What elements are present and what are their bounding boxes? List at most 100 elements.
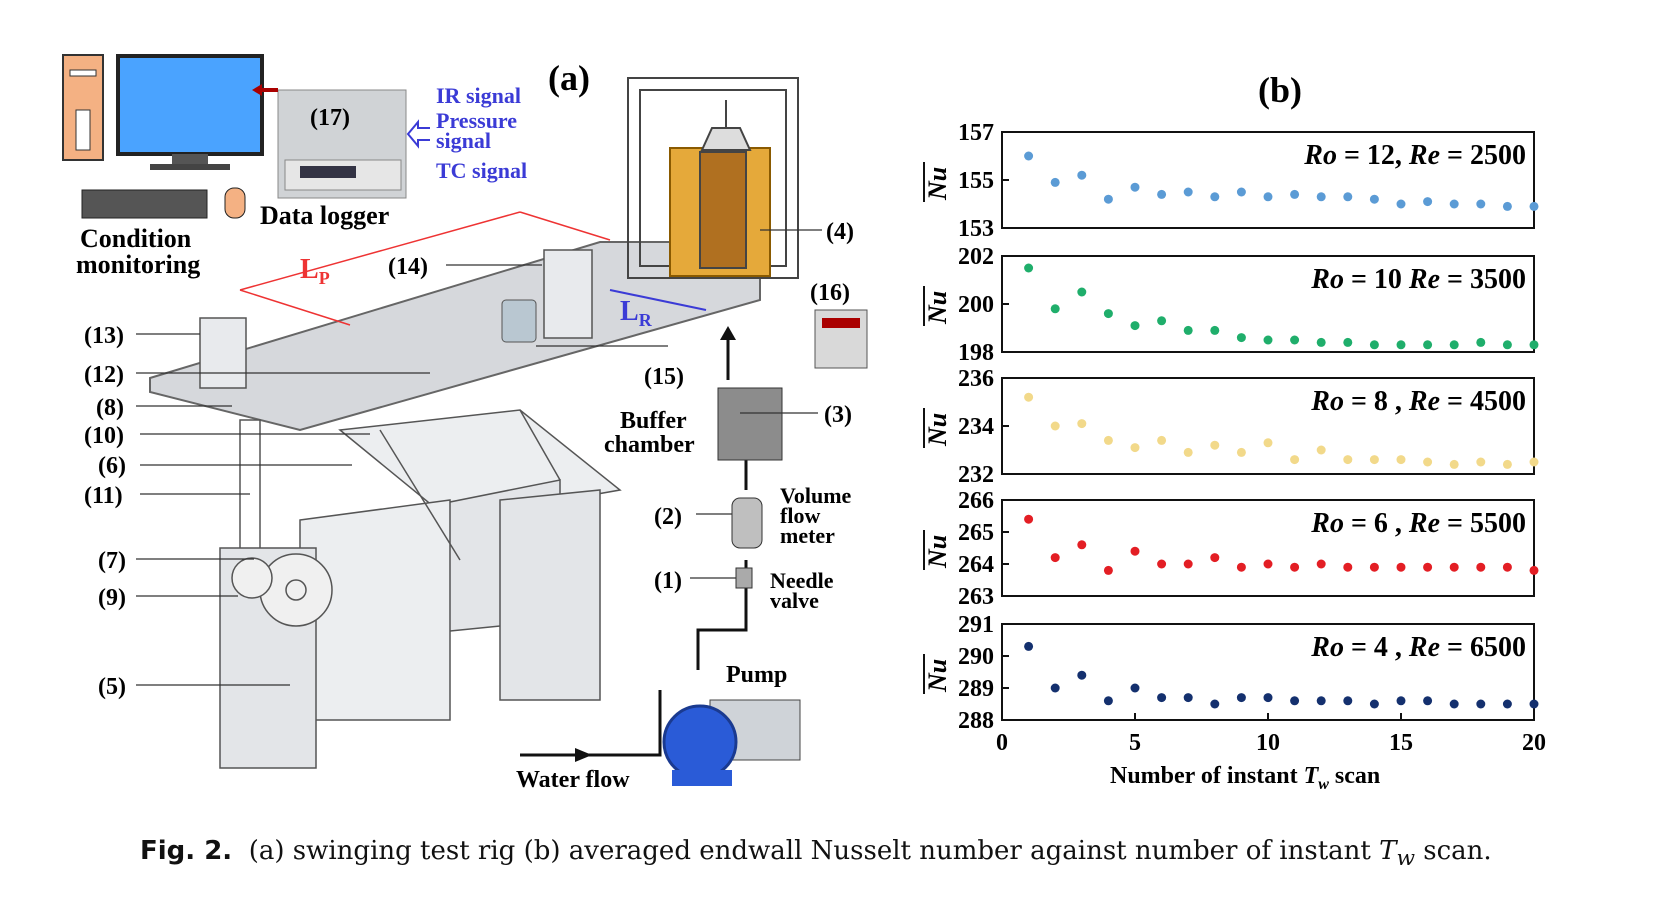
x-axis: 0 5 10 15 20 bbox=[996, 713, 1546, 756]
data-point bbox=[1157, 693, 1167, 703]
y-axis-title: Nu bbox=[923, 413, 952, 447]
data-point bbox=[1343, 455, 1353, 465]
callout-16: (16) bbox=[810, 280, 850, 306]
y-tick-label: 202 bbox=[958, 244, 994, 270]
caption-fig-label: Fig. 2. bbox=[140, 836, 233, 866]
figure-caption: Fig. 2. (a) swinging test rig (b) averag… bbox=[140, 836, 1640, 871]
volume-label: Volume bbox=[780, 483, 852, 508]
y-tick-label: 264 bbox=[958, 552, 994, 578]
data-point bbox=[1316, 696, 1326, 706]
lr-label: LR bbox=[620, 296, 653, 330]
data-point bbox=[1024, 514, 1034, 524]
data-point bbox=[1183, 559, 1193, 569]
data-point bbox=[1529, 457, 1539, 467]
x-tick-label: 20 bbox=[1522, 730, 1546, 756]
y-tick-label: 232 bbox=[958, 462, 994, 488]
data-point bbox=[1502, 562, 1512, 572]
flow-arrow-up bbox=[720, 326, 736, 340]
callout-2: (2) bbox=[654, 504, 682, 530]
needle-label: Needle bbox=[770, 568, 834, 593]
y-axis-title: Nu bbox=[923, 535, 952, 569]
data-point bbox=[1210, 192, 1220, 202]
data-point bbox=[1449, 699, 1459, 709]
data-point bbox=[1449, 199, 1459, 209]
lr-arrow bbox=[609, 289, 707, 311]
data-point bbox=[1423, 562, 1433, 572]
leader-lines bbox=[136, 229, 822, 686]
buffer-label: Buffer bbox=[620, 408, 687, 434]
data-point bbox=[1316, 192, 1326, 202]
data-point bbox=[1529, 201, 1539, 211]
callout-10: (10) bbox=[84, 423, 124, 449]
data-point bbox=[1183, 325, 1193, 335]
data-point bbox=[1449, 562, 1459, 572]
condition-annotation: Ro = 4 , Re = 6500 bbox=[1310, 632, 1526, 663]
data-point bbox=[1077, 287, 1087, 297]
data-point bbox=[1236, 562, 1246, 572]
subplot-frame bbox=[1001, 499, 1535, 597]
callout-6: (6) bbox=[98, 453, 126, 479]
data-point bbox=[1050, 177, 1060, 187]
data-point bbox=[1476, 562, 1486, 572]
pump-icon bbox=[662, 699, 801, 786]
data-point bbox=[1449, 340, 1459, 350]
data-point bbox=[1236, 333, 1246, 343]
callout-12: (12) bbox=[84, 362, 124, 388]
callout-3: (3) bbox=[824, 402, 852, 428]
y-tick-label: 157 bbox=[958, 120, 994, 146]
data-point bbox=[1502, 201, 1512, 211]
y-tick-label: 290 bbox=[958, 644, 994, 670]
callout-8: (8) bbox=[96, 395, 124, 421]
panel-a-label: (a) bbox=[548, 58, 590, 98]
data-point bbox=[1050, 553, 1060, 563]
data-point bbox=[1316, 559, 1326, 569]
data-point bbox=[1502, 340, 1512, 350]
pump-label: Pump bbox=[726, 662, 787, 688]
data-point bbox=[1263, 693, 1273, 703]
condition-annotation: Ro = 12, Re = 2500 bbox=[1303, 140, 1526, 171]
data-point bbox=[1476, 457, 1486, 467]
chamber-label: chamber bbox=[604, 432, 695, 458]
callout-14: (14) bbox=[388, 254, 428, 280]
callout-9: (9) bbox=[98, 585, 126, 611]
data-point bbox=[1157, 435, 1167, 445]
data-point bbox=[1024, 641, 1034, 651]
data-point bbox=[1316, 337, 1326, 347]
data-point bbox=[1157, 189, 1167, 199]
data-point bbox=[1529, 340, 1539, 350]
data-logger-icon bbox=[252, 84, 407, 199]
data-point bbox=[1130, 443, 1140, 453]
condition-label: Condition bbox=[80, 224, 192, 253]
data-point bbox=[1236, 447, 1246, 457]
needle-valve-icon bbox=[735, 567, 753, 589]
caption-end: scan. bbox=[1415, 836, 1492, 866]
data-point bbox=[1050, 421, 1060, 431]
data-point bbox=[1103, 565, 1113, 575]
monitoring-label: monitoring bbox=[76, 250, 200, 279]
data-point bbox=[1369, 455, 1379, 465]
y-axis-title: Nu bbox=[923, 291, 952, 325]
flow-meter-icon bbox=[731, 497, 763, 549]
signal-arrow-icon bbox=[406, 119, 430, 149]
flow-label: flow bbox=[780, 503, 820, 528]
data-point bbox=[1529, 565, 1539, 575]
data-point bbox=[1183, 447, 1193, 457]
y-tick-label: 265 bbox=[958, 520, 994, 546]
y-tick-label: 266 bbox=[958, 488, 994, 514]
data-point bbox=[1183, 693, 1193, 703]
data-point bbox=[1396, 340, 1406, 350]
pressure-signal-label: signal bbox=[436, 128, 491, 153]
swing-mechanism bbox=[239, 409, 622, 721]
data-point bbox=[1369, 562, 1379, 572]
data-point bbox=[1449, 459, 1459, 469]
data-point bbox=[1077, 170, 1087, 180]
data-point bbox=[1369, 699, 1379, 709]
pressure-label: Pressure bbox=[436, 108, 517, 133]
subplot-frame bbox=[1001, 377, 1535, 475]
data-point bbox=[1103, 194, 1113, 204]
data-point bbox=[1024, 263, 1034, 273]
data-point bbox=[1369, 194, 1379, 204]
data-point bbox=[1103, 309, 1113, 319]
